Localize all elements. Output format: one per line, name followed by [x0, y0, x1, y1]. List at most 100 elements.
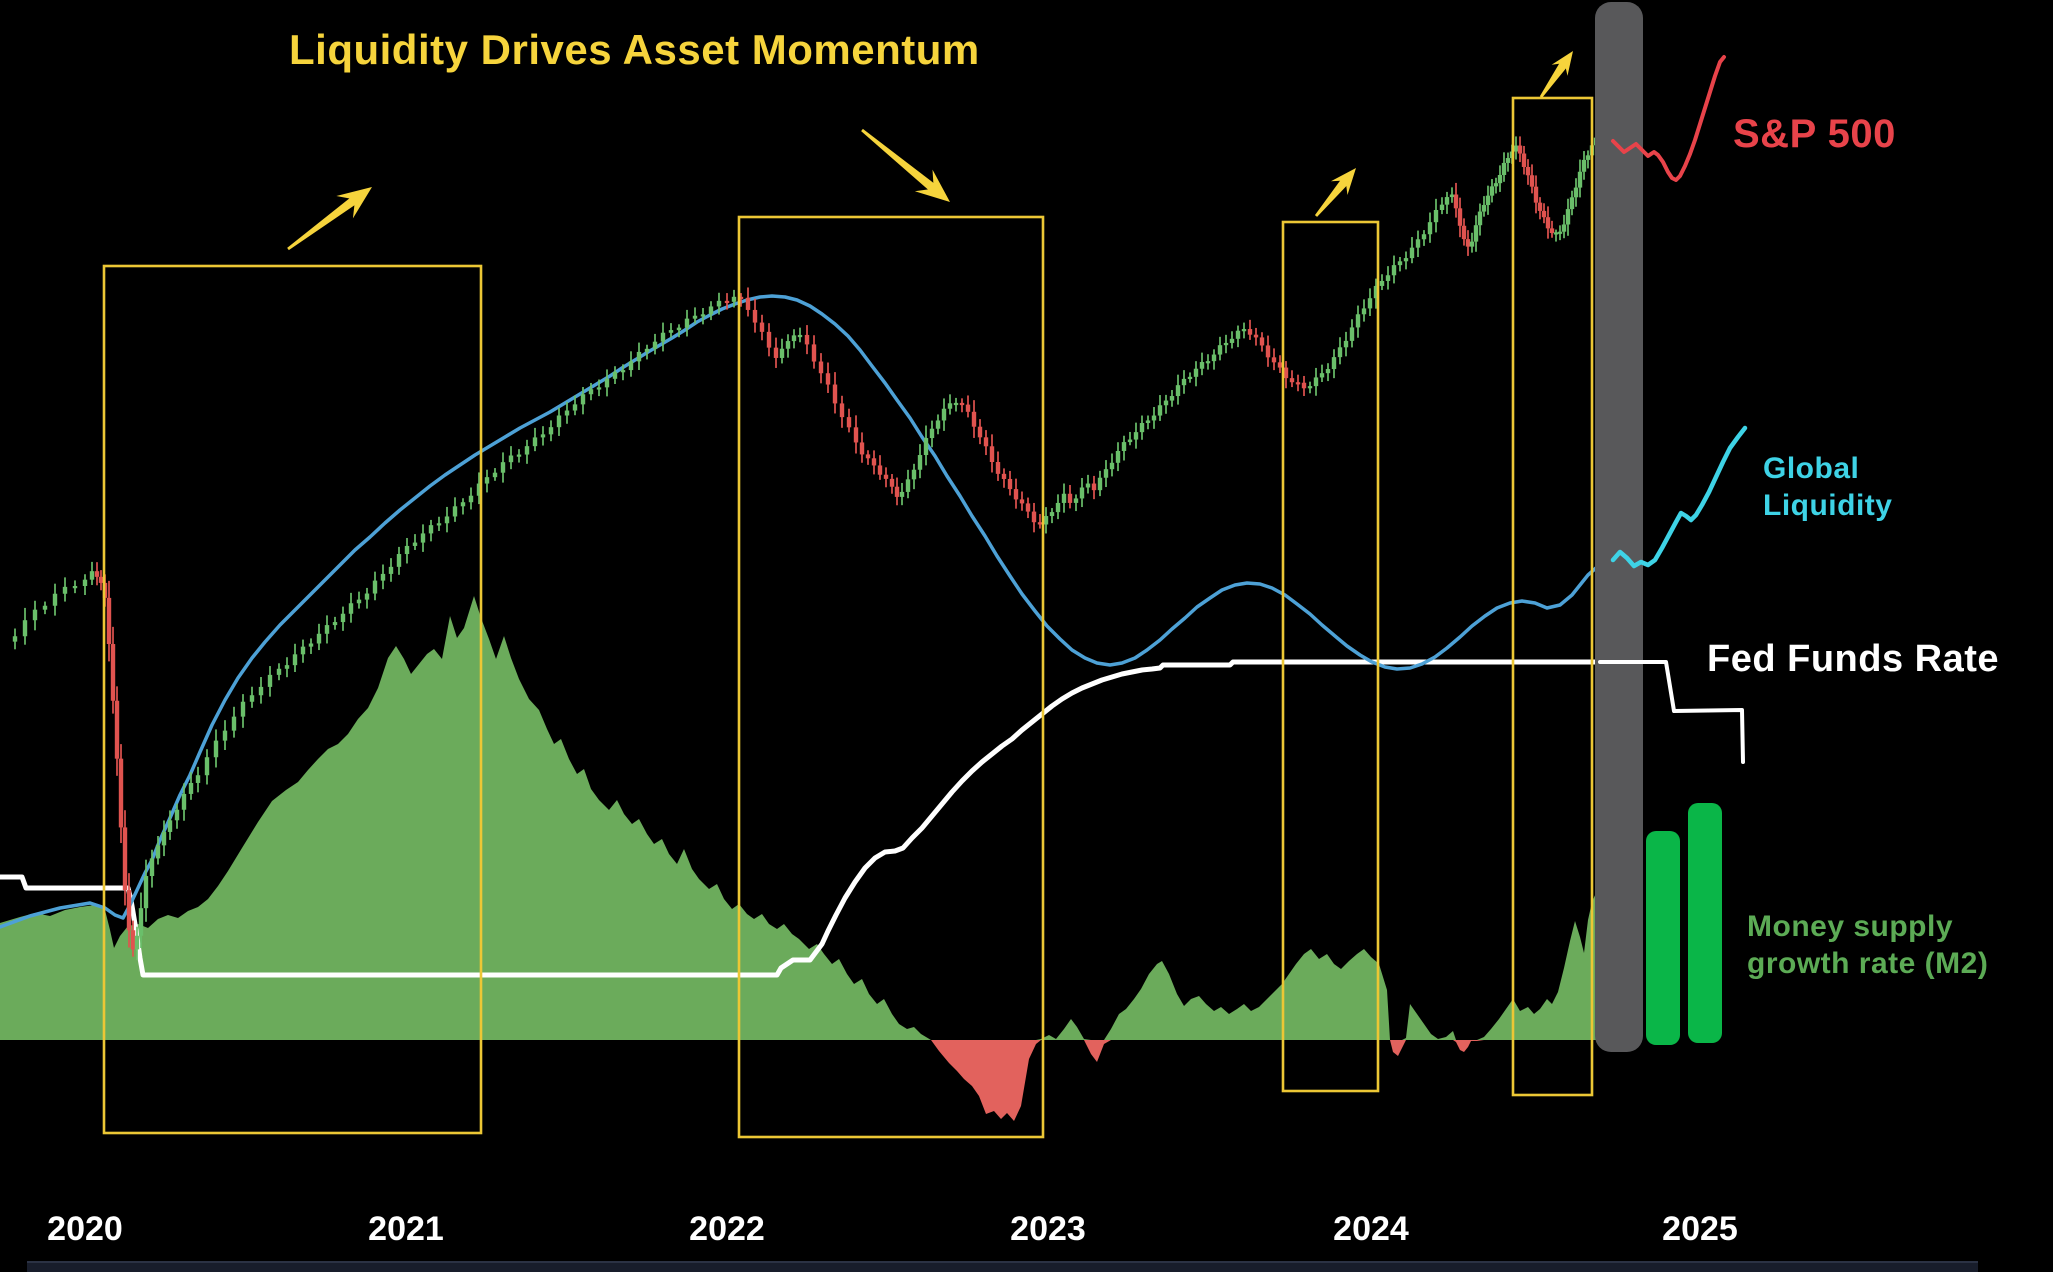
- candle-up: [412, 542, 418, 546]
- candle-up: [1181, 378, 1187, 386]
- candle-down: [894, 486, 900, 497]
- candle-up: [532, 437, 538, 447]
- candle-up: [580, 394, 586, 405]
- candle-up: [500, 462, 506, 473]
- candle-down: [1037, 522, 1043, 525]
- candle-down: [811, 344, 817, 362]
- candle-up: [380, 573, 386, 581]
- candle-up: [428, 525, 434, 534]
- candle-up: [468, 495, 474, 503]
- candle-up: [1337, 347, 1343, 358]
- money-supply-label-line2: growth rate (M2): [1747, 947, 1989, 980]
- candle-up: [134, 935, 140, 950]
- arrow-4-shaft: [1539, 59, 1570, 98]
- candle-up: [1361, 308, 1367, 315]
- candle-up: [1415, 239, 1421, 248]
- candle-up: [364, 593, 370, 600]
- candle-up: [1501, 162, 1507, 175]
- x-tick-label: 2023: [1010, 1210, 1086, 1248]
- candle-up: [240, 701, 246, 717]
- candle-down: [1253, 334, 1259, 338]
- candle-down: [825, 373, 831, 385]
- candle-up: [1055, 502, 1061, 513]
- candle-up: [660, 332, 666, 342]
- candle-down: [1067, 493, 1073, 503]
- candle-up: [308, 643, 314, 647]
- candle-up: [676, 327, 682, 331]
- candle-up: [947, 403, 953, 409]
- candle-up: [452, 506, 458, 517]
- candle-down: [738, 296, 744, 300]
- candle-up: [1485, 195, 1491, 206]
- candle-up: [1385, 275, 1391, 281]
- chart-title: Liquidity Drives Asset Momentum: [289, 26, 980, 73]
- candle-down: [983, 437, 989, 447]
- candle-up: [935, 420, 941, 429]
- candle-up: [1473, 225, 1479, 242]
- candle-up: [1151, 415, 1157, 421]
- candle-up: [1577, 171, 1583, 188]
- candle-down: [1013, 489, 1019, 500]
- candle-up: [1427, 222, 1433, 235]
- candle-up: [42, 605, 48, 610]
- candle-down: [126, 890, 132, 931]
- candle-up: [1313, 377, 1319, 387]
- fed-funds-series-label: Fed Funds Rate: [1707, 638, 2000, 680]
- candle-down: [752, 309, 758, 323]
- candle-up: [324, 625, 330, 634]
- candle-up: [222, 730, 228, 741]
- candle-up: [1223, 342, 1229, 346]
- arrow-1-shaft: [287, 194, 360, 251]
- m2-projection-bar-1: [1646, 831, 1680, 1045]
- candle-up: [708, 306, 714, 315]
- x-tick-label: 2025: [1662, 1210, 1738, 1248]
- candle-up: [620, 370, 626, 373]
- arrow-2-head: [914, 169, 950, 202]
- candle-up: [1229, 338, 1235, 343]
- candle-up: [1217, 345, 1223, 355]
- arrow-1-head: [336, 187, 372, 219]
- candle-up: [1553, 232, 1559, 235]
- candle-up: [1049, 512, 1055, 517]
- candle-down: [122, 827, 128, 891]
- candle-up: [1169, 396, 1175, 401]
- sp500-candles: [12, 127, 1599, 961]
- candle-up: [1367, 298, 1373, 309]
- candle-up: [420, 533, 426, 543]
- candle-up: [1175, 385, 1181, 397]
- candle-up: [1325, 369, 1331, 374]
- candle-up: [1145, 420, 1151, 424]
- candle-down: [759, 322, 765, 332]
- candle-up: [155, 845, 161, 859]
- candle-up: [556, 415, 562, 428]
- candle-up: [1573, 187, 1579, 198]
- candle-up: [716, 300, 722, 307]
- candle-up: [731, 296, 737, 302]
- candle-up: [1331, 357, 1337, 370]
- money-supply-label-line1: Money supply: [1747, 910, 1954, 943]
- candle-down: [1295, 382, 1301, 385]
- candle-up: [1505, 158, 1511, 163]
- candle-up: [213, 740, 219, 758]
- candle-down: [818, 361, 824, 374]
- candle-up: [929, 428, 935, 439]
- candle-up: [1097, 477, 1103, 491]
- candle-up: [1397, 261, 1403, 266]
- candle-down: [877, 465, 883, 475]
- candle-up: [161, 831, 167, 846]
- candle-up: [797, 334, 803, 338]
- candle-up: [1043, 516, 1049, 525]
- candle-down: [1517, 145, 1523, 154]
- candle-up: [1493, 183, 1499, 187]
- candle-down: [1541, 210, 1547, 218]
- arrow-3-head: [1330, 168, 1356, 196]
- candle-down: [865, 454, 871, 459]
- candle-down: [989, 446, 995, 463]
- candle-up: [1205, 361, 1211, 364]
- candle-up: [72, 586, 78, 589]
- highlight-box-2: [737, 215, 1045, 1139]
- candle-down: [965, 404, 971, 412]
- candle-up: [1585, 155, 1591, 160]
- candle-up: [1349, 327, 1355, 341]
